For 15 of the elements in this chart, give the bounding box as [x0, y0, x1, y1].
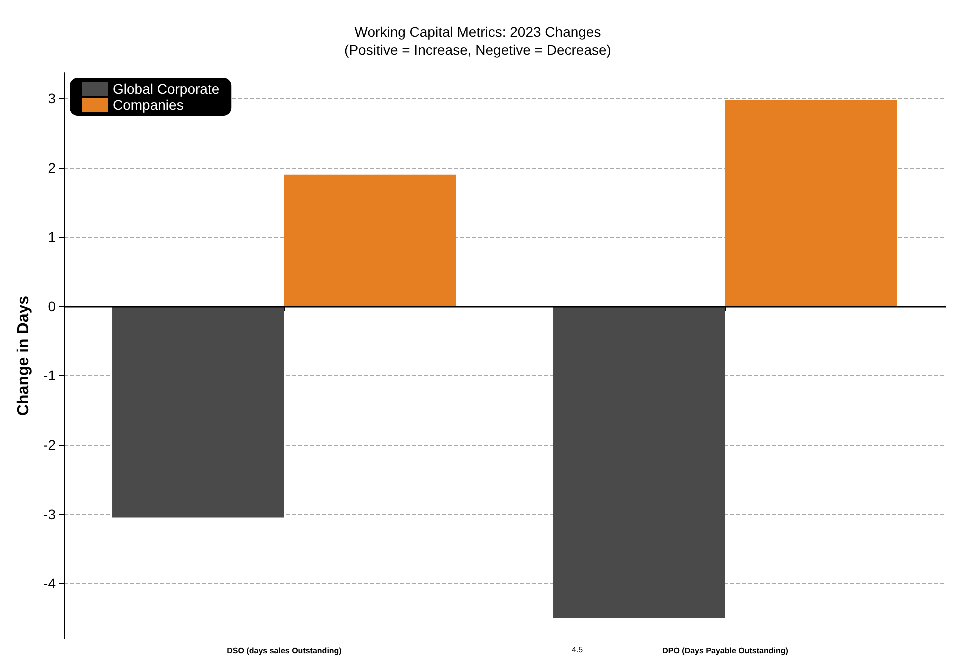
y-tick-label: 1	[48, 229, 56, 246]
x-tick-label: DPO (Days Payable Outstanding)	[662, 646, 789, 656]
x-tick-label: DSO (days sales Outstanding)	[227, 646, 342, 656]
legend-label: Global Corporate	[113, 81, 220, 97]
y-axis-title: Change in Days	[16, 296, 32, 416]
y-tick-label: -3	[44, 506, 56, 522]
text: 4.5	[572, 646, 584, 654]
y-tick-label: 2	[48, 160, 56, 176]
chart-title: Working Capital Metrics: 2023 Changes (Positive = Increase, Negetive = Decrease)	[344, 24, 612, 58]
y-tick-label: -2	[44, 437, 56, 454]
y-tick-label: 3	[48, 90, 56, 107]
y-tick-label: -1	[44, 368, 56, 384]
y-tick-label: -4	[44, 576, 56, 592]
y-tick-label: 0	[48, 298, 56, 314]
legend-label: Companies	[113, 97, 184, 113]
